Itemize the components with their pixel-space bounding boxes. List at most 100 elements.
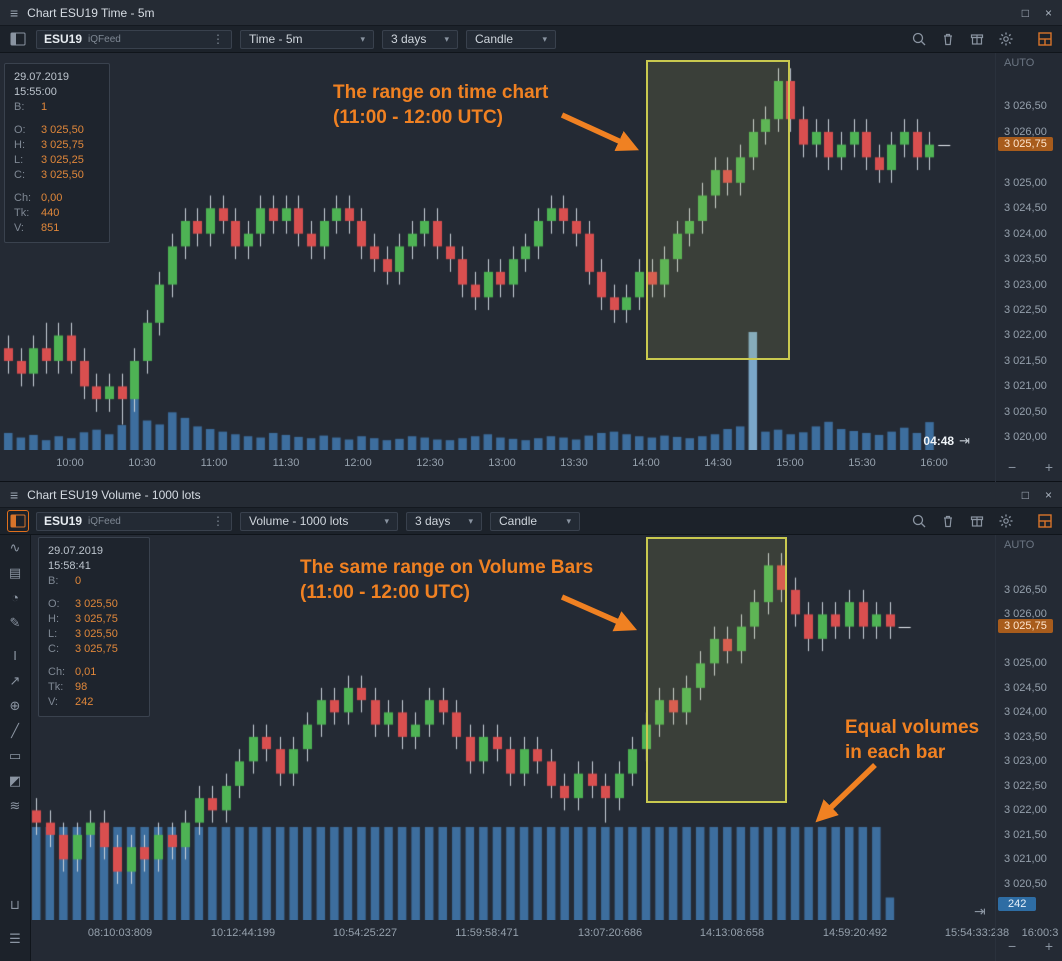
symbol-panel-icon[interactable]	[7, 510, 29, 532]
price-axis[interactable]: AUTO − + 3 026,50 3 026,00 3 025,00 3 024,5…	[995, 53, 1062, 482]
tooltip-row: Tk: 440	[14, 207, 60, 219]
period-select[interactable]: 3 days ▾	[406, 511, 482, 531]
zoom-out-button[interactable]: −	[1008, 938, 1017, 954]
search-icon[interactable]	[910, 512, 928, 530]
trash-icon[interactable]: ⊔	[9, 896, 21, 912]
price-axis-label: 3 023,00	[1004, 278, 1047, 291]
time-axis[interactable]: 10:00 10:30 11:00 11:30 12:00 12:30 13:00 13:30…	[0, 450, 995, 480]
patterns-icon[interactable]: ≋	[9, 797, 21, 813]
period-value: 3 days	[415, 514, 451, 528]
price-axis-label: 3 024,50	[1004, 681, 1047, 694]
maximize-button[interactable]: □	[1021, 5, 1029, 20]
brush-icon[interactable]: ✎	[9, 614, 21, 630]
layout-grid-icon[interactable]	[1036, 30, 1054, 48]
auto-scale-label[interactable]: AUTO	[1004, 539, 1035, 551]
price-axis[interactable]: AUTO − + 3 026,50 3 026,00 3 025,00 3 024,5…	[995, 535, 1062, 961]
maximize-button[interactable]: □	[1021, 487, 1029, 502]
tooltip-row: Tk: 98	[48, 681, 88, 693]
price-axis-label: 3 024,50	[1004, 202, 1047, 215]
price-axis-label: 3 021,00	[1004, 380, 1047, 393]
price-axis-label: 3 022,50	[1004, 779, 1047, 792]
zoom-out-button[interactable]: −	[1008, 459, 1017, 475]
symbol-panel-icon[interactable]	[8, 29, 28, 49]
style-select[interactable]: Candle ▾	[490, 511, 580, 531]
menu-icon[interactable]: ≡	[10, 4, 19, 21]
annotation-text: The range on time chart (11:00 - 12:00 U…	[333, 82, 549, 128]
layout-grid-icon[interactable]	[1036, 512, 1054, 530]
annotation-arrow	[560, 112, 640, 152]
tooltip-row: L: 3 025,25	[14, 154, 84, 166]
time-axis-label: 15:54:33:238	[944, 927, 1010, 939]
aggregation-select[interactable]: Volume - 1000 lots ▾	[240, 511, 398, 531]
text-tool-icon[interactable]: I	[13, 648, 17, 663]
period-value: 3 days	[391, 32, 427, 46]
period-select[interactable]: 3 days ▾	[382, 29, 458, 49]
price-axis-label: 3 022,00	[1004, 329, 1047, 342]
symbol-selector[interactable]: ESU19 iQFeed ⋮	[36, 29, 232, 49]
time-axis-label: 13:00	[488, 457, 516, 469]
time-axis-label: 13:30	[560, 457, 588, 469]
tooltip-row: H: 3 025,75	[14, 139, 84, 151]
symbol-selector[interactable]: ESU19 iQFeed ⋮	[36, 511, 232, 531]
delete-icon[interactable]	[939, 512, 957, 530]
range-highlight-box[interactable]	[646, 60, 790, 360]
more-icon[interactable]: ⋮	[212, 32, 224, 46]
line-icon[interactable]: ╱	[11, 722, 19, 738]
price-axis-label: 3 024,00	[1004, 227, 1047, 240]
time-axis-label: 14:00	[632, 457, 660, 469]
symbol-label: ESU19	[44, 514, 83, 528]
feed-label: iQFeed	[88, 515, 121, 527]
eraser-icon[interactable]: ◩	[8, 772, 22, 788]
zoom-in-button[interactable]: +	[1044, 459, 1053, 475]
alerts-icon[interactable]: ◔	[11, 590, 19, 605]
tooltip-row: C: 3 025,75	[48, 643, 118, 655]
time-axis-label: 14:30	[704, 457, 732, 469]
go-to-end-icon[interactable]: ⇥	[959, 433, 970, 448]
chart-trades-icon[interactable]: ∿	[9, 539, 21, 555]
candlestick-plot[interactable]	[0, 53, 995, 450]
package-icon[interactable]	[968, 512, 986, 530]
objects-list-icon[interactable]: ☰	[9, 930, 21, 946]
search-icon[interactable]	[910, 30, 928, 48]
time-chart-panel: ≡ Chart ESU19 Time - 5m □ × ESU19 iQFeed…	[0, 0, 1062, 483]
tooltip-row: Ch: 0,01	[48, 666, 97, 678]
titlebar[interactable]: ≡ Chart ESU19 Volume - 1000 lots □ ×	[0, 482, 1062, 508]
symbol-label: ESU19	[44, 32, 83, 46]
zoom-in-button[interactable]: +	[1044, 938, 1053, 954]
time-axis-label: 12:00	[344, 457, 372, 469]
chevron-down-icon: ▾	[566, 515, 571, 526]
more-icon[interactable]: ⋮	[212, 514, 224, 528]
settings-gear-icon[interactable]	[997, 512, 1015, 530]
chevron-down-icon: ▾	[360, 33, 365, 44]
annotation-arrow-2	[815, 763, 877, 823]
aggregation-value: Volume - 1000 lots	[249, 514, 349, 528]
time-axis-label: 10:00	[56, 457, 84, 469]
go-to-end-icon[interactable]: ⇥	[974, 903, 986, 919]
package-icon[interactable]	[968, 30, 986, 48]
tooltip-row: B: 1	[14, 101, 48, 113]
tooltip-row: Ch: 0,00	[14, 192, 63, 204]
auto-scale-label[interactable]: AUTO	[1004, 57, 1035, 69]
close-button[interactable]: ×	[1044, 5, 1052, 20]
price-axis-label: 3 022,00	[1004, 804, 1047, 817]
layers-icon[interactable]: ▤	[8, 564, 22, 580]
time-axis-label: 10:30	[128, 457, 156, 469]
close-button[interactable]: ×	[1044, 487, 1052, 502]
price-axis-label: 3 026,00	[1004, 608, 1047, 621]
range-highlight-box[interactable]	[646, 537, 787, 803]
time-axis-label: 13:07:20:686	[577, 927, 643, 939]
menu-icon[interactable]: ≡	[10, 486, 19, 503]
price-axis-label: 3 024,00	[1004, 706, 1047, 719]
settings-gear-icon[interactable]	[997, 30, 1015, 48]
style-select[interactable]: Candle ▾	[466, 29, 556, 49]
fibonacci-icon[interactable]: ⊕	[9, 697, 21, 713]
price-axis-label: 3 020,00	[1004, 431, 1047, 444]
rectangle-icon[interactable]: ▭	[8, 747, 22, 763]
trendline-icon[interactable]: ↗	[9, 672, 21, 688]
titlebar[interactable]: ≡ Chart ESU19 Time - 5m □ ×	[0, 0, 1062, 26]
candlestick-plot[interactable]	[30, 535, 995, 920]
delete-icon[interactable]	[939, 30, 957, 48]
time-axis-label: 12:30	[416, 457, 444, 469]
aggregation-select[interactable]: Time - 5m ▾	[240, 29, 374, 49]
time-axis[interactable]: 08:10:03:809 10:12:44:199 10:54:25:227 11:5…	[0, 920, 1062, 950]
